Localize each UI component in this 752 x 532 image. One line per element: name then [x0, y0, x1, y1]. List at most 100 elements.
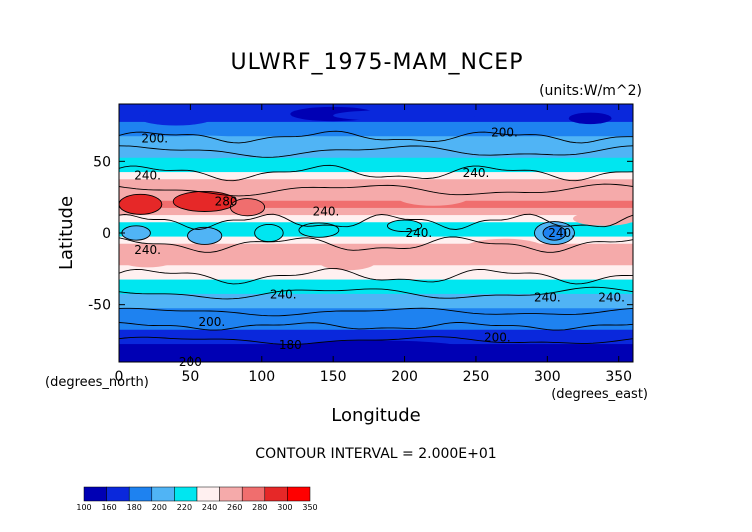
regional-feature [433, 138, 519, 156]
colorbar-swatch [264, 486, 288, 502]
regional-feature [333, 109, 476, 122]
y-ticks: -50 0 50 [88, 154, 633, 314]
x-ticks: 0 50 100 150 200 250 300 350 [115, 104, 632, 385]
contour-label: 240. [134, 243, 161, 257]
x-unit-label: (degrees_east) [551, 387, 648, 402]
colorbar-swatch [241, 486, 266, 502]
zonal-band [119, 308, 633, 317]
contour-label: 200. [484, 331, 511, 345]
y-tick-label: -50 [88, 298, 111, 314]
regional-feature [461, 238, 548, 262]
regional-feature [490, 344, 605, 357]
zonal-band [119, 329, 633, 338]
zonal-band [119, 143, 633, 152]
contour-labels: 200. 200. 240. 240. 280 240. 240. 240. 240. 240. 2… [134, 126, 625, 369]
contour-line [119, 145, 633, 158]
regional-feature [290, 340, 462, 355]
zonal-band [119, 193, 633, 202]
colorbar-swatch [174, 486, 198, 502]
contour-line [542, 225, 567, 241]
x-tick-label: 250 [463, 369, 490, 385]
zonal-band [119, 286, 633, 295]
contour-line [119, 183, 633, 197]
regional-feature [147, 344, 262, 357]
zonal-band [119, 121, 633, 130]
contour-label: 240. [270, 288, 297, 302]
colorbar-swatch [196, 486, 220, 502]
colorbar-tick-label: 200 [152, 503, 167, 512]
contour-label: 200. [491, 126, 518, 140]
regional-feature [173, 191, 237, 212]
contour-label: 240. [534, 291, 561, 305]
x-tick-label: 100 [248, 369, 275, 385]
contour-line [119, 236, 633, 253]
colorbar-tick-label: 280 [252, 503, 267, 512]
zonal-band [119, 104, 633, 109]
colorbar-tick-label: 300 [277, 503, 292, 512]
colorbar-swatch [106, 486, 130, 502]
zonal-band [119, 236, 633, 245]
regional-feature [119, 194, 162, 215]
regional-feature [230, 198, 265, 216]
contour-line [119, 322, 633, 331]
contour-line [187, 226, 223, 245]
zonal-band [119, 258, 633, 266]
colorbar-tick-label: 240 [202, 503, 217, 512]
contour-label: 240. [598, 291, 625, 305]
colorbar-swatch [219, 486, 243, 502]
regional-feature [254, 224, 284, 242]
zonal-band [119, 222, 633, 231]
contour-line [254, 223, 284, 243]
colorbar-swatch [128, 486, 153, 502]
colorbar-tick-label: 220 [177, 503, 192, 512]
zonal-band [119, 315, 633, 324]
contour-label: 200. [198, 315, 225, 329]
zonal-band [119, 265, 633, 274]
contour-line [119, 307, 633, 317]
y-tick-label: 50 [93, 154, 111, 170]
contour-label: 240. [548, 226, 575, 240]
regional-feature [387, 220, 422, 232]
regional-feature [119, 250, 177, 268]
contour-label: 240. [463, 166, 490, 180]
zonal-band [119, 293, 633, 302]
zonal-band [119, 351, 633, 360]
zonal-band [119, 250, 633, 259]
zonal-band [119, 243, 633, 252]
contour-label: 240. [313, 205, 340, 219]
contour-interval: CONTOUR INTERVAL = 2.000E+01 [255, 446, 496, 462]
regional-feature [121, 225, 151, 241]
contour-label: 180 [279, 338, 302, 352]
colorbar-swatch [287, 486, 311, 502]
zonal-band [119, 136, 633, 145]
contour-label: 240. [405, 226, 432, 240]
y-unit-label: (degrees_north) [45, 375, 149, 390]
zonal-band [119, 200, 633, 209]
regional-feature [543, 225, 566, 241]
regional-feature [573, 211, 633, 226]
colorbar-tick-label: 260 [227, 503, 242, 512]
regional-feature [140, 111, 212, 126]
zonal-band [119, 301, 633, 309]
zonal-band [119, 172, 633, 180]
zonal-band [119, 229, 633, 238]
x-tick-label: 150 [320, 369, 347, 385]
regional-feature [568, 112, 612, 125]
contour-label: 200. [141, 131, 168, 145]
colorbar-tick-label: 350 [302, 503, 317, 512]
contour-label: 240. [134, 169, 161, 183]
regional-feature [187, 227, 222, 245]
x-tick-label: 300 [534, 369, 561, 385]
contour-line [119, 336, 633, 345]
zonal-band [119, 164, 633, 173]
contour-line [298, 222, 340, 238]
zonal-band [119, 179, 633, 188]
colorbar-swatch [83, 486, 107, 502]
zonal-band [119, 186, 633, 195]
regional-feature [147, 135, 262, 159]
contour-line [386, 219, 423, 233]
contour-line [119, 267, 633, 285]
colorbar: 100 160 180 200 220 240 260 280 300 350 [76, 486, 318, 512]
contour-label: 280 [215, 194, 238, 208]
